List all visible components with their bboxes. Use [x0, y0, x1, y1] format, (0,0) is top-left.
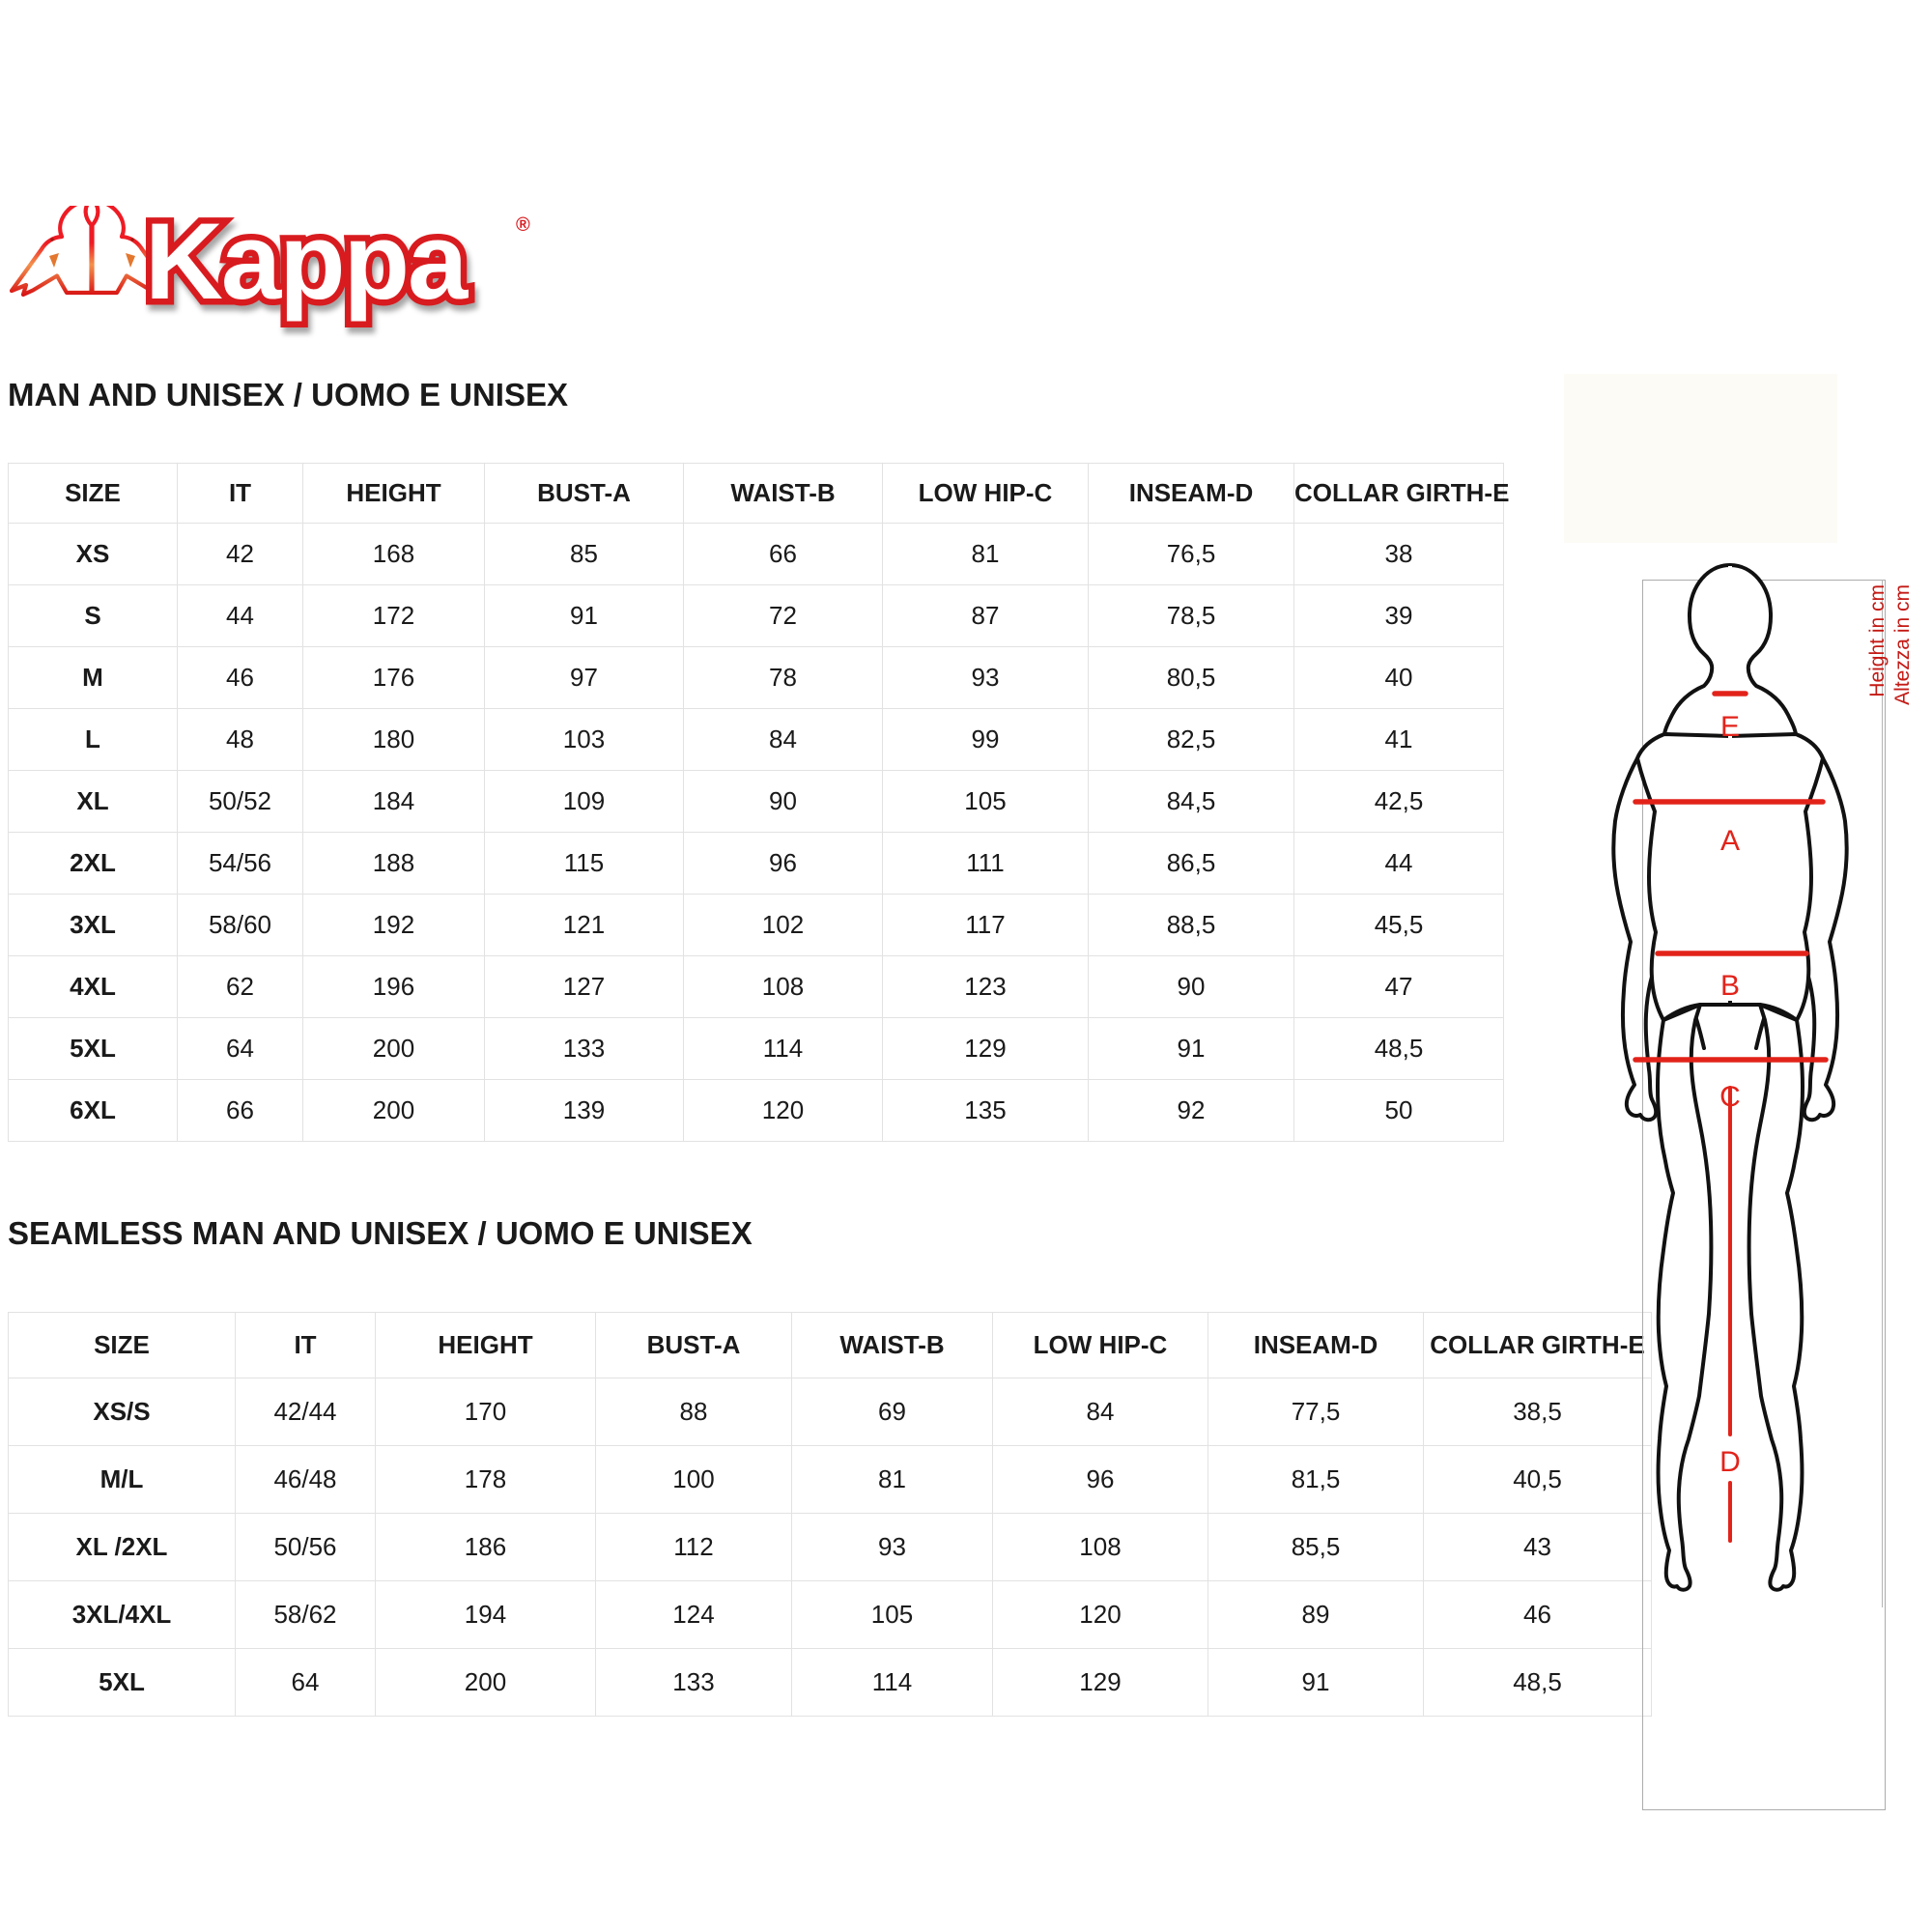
svg-text:C: C	[1719, 1081, 1741, 1113]
svg-text:B: B	[1720, 970, 1740, 1002]
svg-text:E: E	[1720, 711, 1740, 743]
svg-text:A: A	[1720, 825, 1740, 857]
svg-text:D: D	[1719, 1446, 1741, 1478]
